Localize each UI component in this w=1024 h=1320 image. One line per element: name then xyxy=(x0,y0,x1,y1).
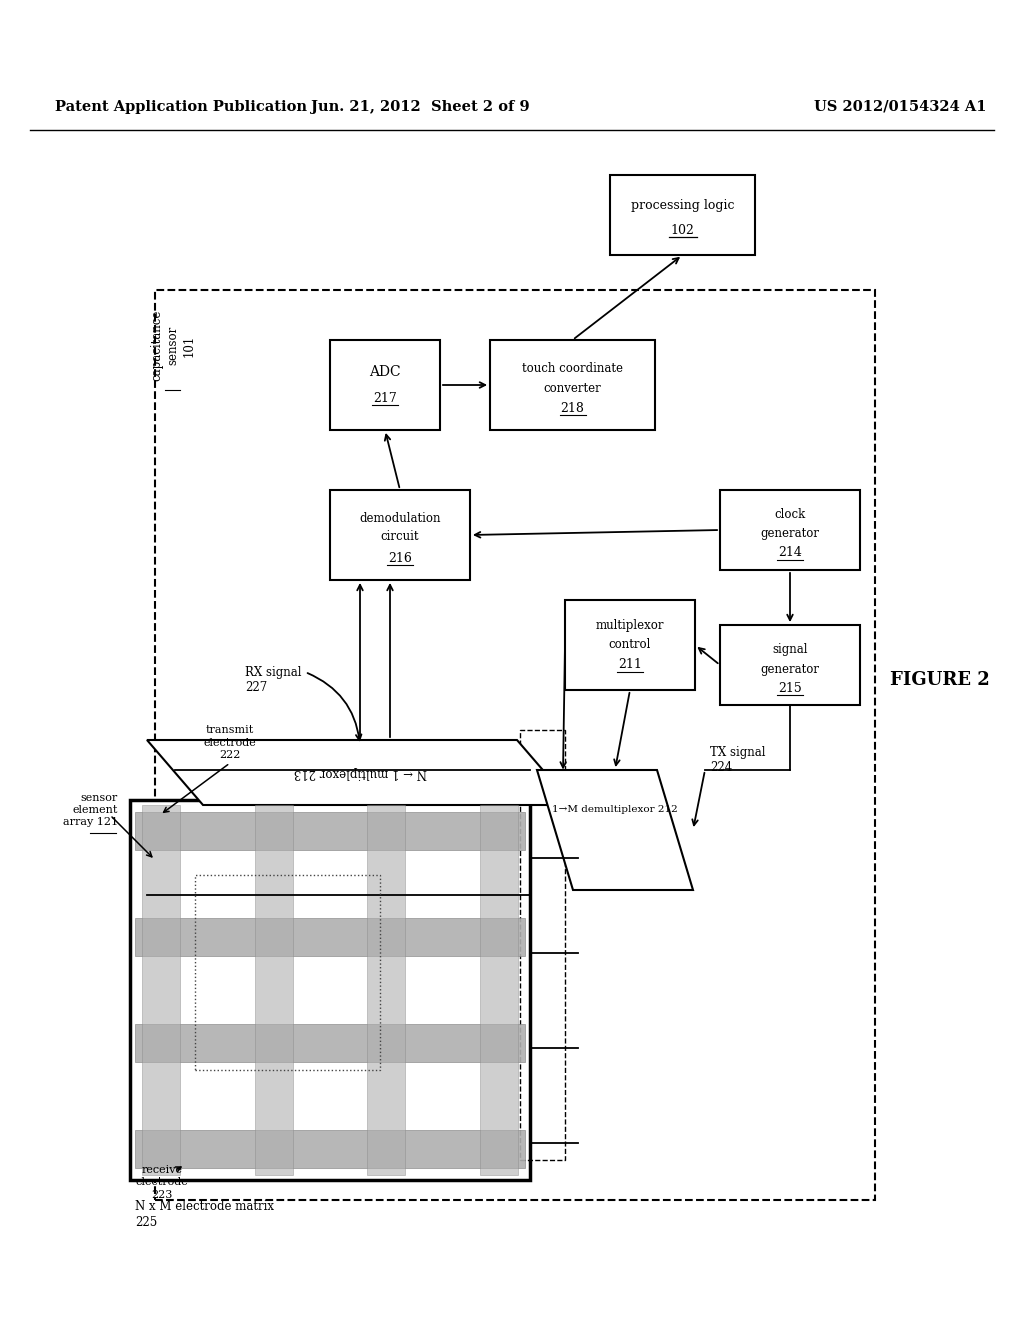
Text: processing logic: processing logic xyxy=(631,198,734,211)
Text: N ← 1 multiplexor 213: N ← 1 multiplexor 213 xyxy=(293,766,427,779)
Text: sensor
element
array 121: sensor element array 121 xyxy=(62,792,118,828)
Polygon shape xyxy=(537,770,693,890)
Text: 218: 218 xyxy=(560,401,585,414)
Text: RX signal
227: RX signal 227 xyxy=(245,667,301,694)
Bar xyxy=(130,800,530,1180)
Bar xyxy=(720,624,860,705)
Bar xyxy=(610,176,755,255)
Bar xyxy=(195,875,380,1071)
Text: generator: generator xyxy=(761,528,819,540)
Bar xyxy=(142,805,180,1175)
Text: demodulation: demodulation xyxy=(359,511,440,524)
Text: transmit
electrode
222: transmit electrode 222 xyxy=(204,725,256,760)
Text: signal: signal xyxy=(772,644,808,656)
Bar xyxy=(720,490,860,570)
Text: clock: clock xyxy=(774,508,806,521)
Text: 1→M demultiplexor 212: 1→M demultiplexor 212 xyxy=(552,805,678,814)
Text: Jun. 21, 2012  Sheet 2 of 9: Jun. 21, 2012 Sheet 2 of 9 xyxy=(310,100,529,114)
Text: generator: generator xyxy=(761,663,819,676)
Bar xyxy=(565,601,695,690)
Text: N x M electrode matrix
225: N x M electrode matrix 225 xyxy=(135,1200,274,1229)
Bar xyxy=(155,290,874,1200)
Bar xyxy=(368,805,406,1175)
Text: 215: 215 xyxy=(778,681,802,694)
Bar xyxy=(135,1130,525,1168)
Text: Patent Application Publication: Patent Application Publication xyxy=(55,100,307,114)
Text: receive
electrode
223: receive electrode 223 xyxy=(135,1166,188,1200)
Text: control: control xyxy=(609,638,651,651)
Text: 216: 216 xyxy=(388,552,412,565)
Text: converter: converter xyxy=(544,381,601,395)
Bar xyxy=(135,1024,525,1063)
Polygon shape xyxy=(147,741,573,805)
Text: 217: 217 xyxy=(373,392,397,404)
Text: US 2012/0154324 A1: US 2012/0154324 A1 xyxy=(814,100,986,114)
Text: circuit: circuit xyxy=(381,531,419,544)
Text: multiplexor: multiplexor xyxy=(596,619,665,631)
Bar xyxy=(330,490,470,579)
Bar xyxy=(135,917,525,956)
Text: 214: 214 xyxy=(778,546,802,560)
Text: capacitance
sensor
101: capacitance sensor 101 xyxy=(151,310,196,381)
Text: FIGURE 2: FIGURE 2 xyxy=(890,671,990,689)
Bar xyxy=(490,341,655,430)
Text: 211: 211 xyxy=(618,659,642,672)
Text: touch coordinate: touch coordinate xyxy=(522,362,623,375)
Text: ADC: ADC xyxy=(370,366,400,379)
Bar xyxy=(135,812,525,850)
Bar xyxy=(330,341,440,430)
Text: 102: 102 xyxy=(671,223,694,236)
Bar xyxy=(255,805,293,1175)
Bar xyxy=(480,805,518,1175)
Bar xyxy=(520,730,565,1160)
Text: TX signal
224: TX signal 224 xyxy=(710,746,766,774)
